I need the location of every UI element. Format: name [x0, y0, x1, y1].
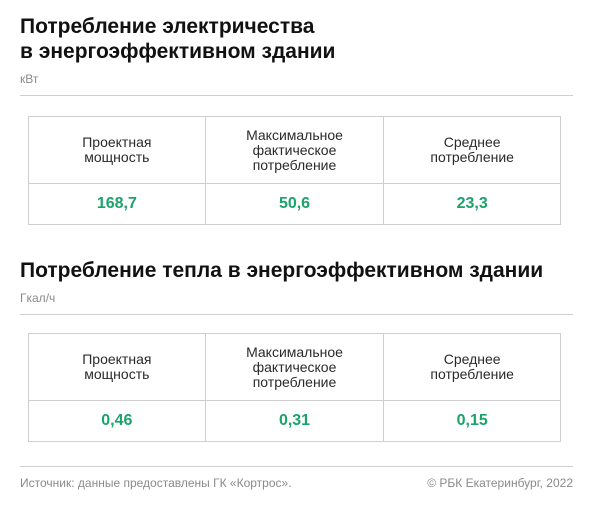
electricity-unit: кВт	[20, 72, 39, 86]
electricity-table: Проектная мощность Максимальное фактичес…	[28, 116, 562, 225]
electricity-divider	[20, 95, 573, 96]
heat-header-max-actual: Максимальное фактическое потребление	[205, 334, 385, 401]
electricity-value-max-actual: 50,6	[205, 184, 385, 225]
electricity-title: Потребление электричества в энергоэффект…	[20, 15, 336, 63]
heat-values-row: 0,46 0,31 0,15	[29, 401, 562, 442]
electricity-section: Потребление электричества в энергоэффект…	[20, 14, 573, 96]
heat-value-average: 0,15	[384, 401, 562, 442]
heat-header-row: Проектная мощность Максимальное фактичес…	[29, 334, 562, 401]
heat-section: Потребление тепла в энергоэффективном зд…	[20, 258, 573, 315]
electricity-header-design-capacity: Проектная мощность	[29, 117, 206, 184]
footer-row: Источник: данные предоставлены ГК «Кортр…	[20, 476, 573, 490]
electricity-header-max-actual: Максимальное фактическое потребление	[205, 117, 385, 184]
heat-value-max-actual: 0,31	[205, 401, 385, 442]
heat-unit: Гкал/ч	[20, 291, 56, 305]
heat-header-average: Среднее потребление	[384, 334, 562, 401]
footer-divider	[20, 466, 573, 467]
electricity-header-average: Среднее потребление	[384, 117, 562, 184]
heat-table: Проектная мощность Максимальное фактичес…	[28, 333, 562, 442]
footer: Источник: данные предоставлены ГК «Кортр…	[20, 466, 573, 490]
heat-header-design-capacity: Проектная мощность	[29, 334, 206, 401]
heat-value-design-capacity: 0,46	[29, 401, 206, 442]
electricity-header-row: Проектная мощность Максимальное фактичес…	[29, 117, 562, 184]
electricity-value-average: 23,3	[384, 184, 562, 225]
electricity-value-design-capacity: 168,7	[29, 184, 206, 225]
copyright-credit: © РБК Екатеринбург, 2022	[427, 476, 573, 490]
electricity-values-row: 168,7 50,6 23,3	[29, 184, 562, 225]
heat-title: Потребление тепла в энергоэффективном зд…	[20, 259, 544, 282]
source-note: Источник: данные предоставлены ГК «Кортр…	[20, 476, 292, 490]
heat-divider	[20, 314, 573, 315]
